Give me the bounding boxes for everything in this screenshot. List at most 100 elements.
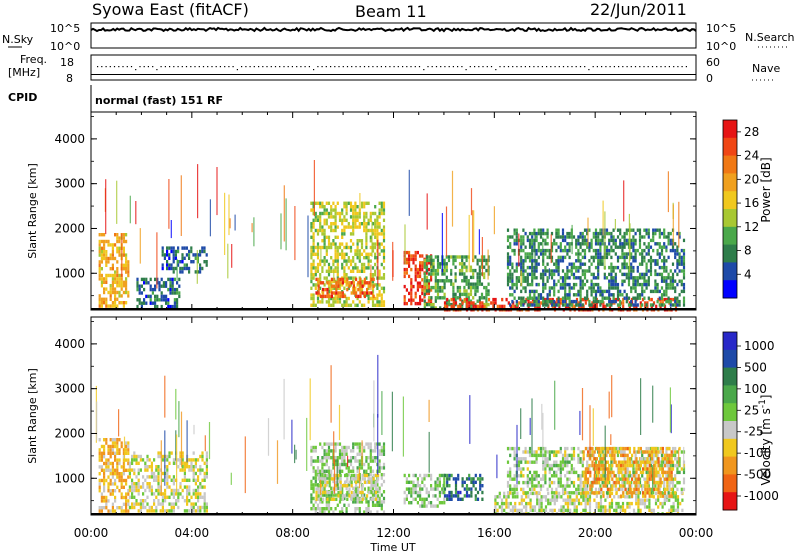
range-time-cell	[526, 265, 529, 270]
range-time-cell	[614, 282, 617, 287]
range-time-cell	[421, 298, 424, 302]
range-time-cell	[478, 258, 481, 263]
range-time-cell	[98, 260, 101, 264]
range-time-cell	[474, 497, 477, 501]
range-time-cell	[601, 460, 604, 464]
range-time-cell	[634, 259, 637, 263]
range-time-cell	[452, 289, 455, 293]
range-time-cell	[347, 245, 350, 250]
range-time-cell	[356, 205, 359, 209]
range-time-cell	[312, 459, 315, 463]
range-time-cell	[515, 242, 518, 246]
range-time-cell	[186, 495, 189, 499]
range-time-cell	[527, 495, 530, 499]
range-time-cell	[524, 457, 527, 461]
range-time-cell	[122, 253, 125, 257]
range-time-cell	[627, 303, 631, 307]
range-time-cell	[341, 291, 344, 295]
range-time-cell	[179, 492, 182, 496]
range-time-cell	[314, 459, 317, 463]
range-time-cell	[483, 255, 486, 259]
range-time-cell	[443, 296, 446, 300]
range-time-cell	[575, 299, 578, 304]
range-time-cell	[160, 304, 163, 309]
range-time-cell	[516, 508, 519, 513]
range-time-cell	[136, 281, 139, 285]
range-time-cell	[201, 478, 204, 482]
range-time-cell	[423, 282, 426, 286]
range-time-cell	[419, 267, 422, 272]
range-time-cell	[374, 442, 377, 446]
range-time-cell	[199, 270, 202, 274]
range-time-cell	[674, 484, 677, 488]
range-time-cell	[376, 283, 379, 287]
range-time-cell	[316, 503, 320, 507]
range-time-cell	[382, 300, 386, 304]
range-time-cell	[643, 228, 646, 232]
range-time-cell	[550, 242, 554, 246]
range-time-cell	[663, 276, 666, 280]
range-time-cell	[321, 473, 324, 477]
range-time-cell	[330, 256, 333, 260]
range-time-cell	[531, 282, 534, 287]
range-time-cell	[312, 208, 315, 212]
range-time-cell	[323, 283, 326, 287]
range-time-cell	[608, 467, 611, 471]
range-time-cell	[148, 509, 151, 513]
range-time-cell	[365, 245, 368, 250]
range-time-cell	[144, 468, 147, 472]
range-time-cell	[378, 290, 381, 294]
range-time-cell	[135, 461, 138, 465]
range-time-cell	[468, 301, 471, 305]
range-time-cell	[522, 299, 525, 304]
range-time-cell	[612, 299, 615, 304]
range-time-cell	[663, 480, 666, 485]
range-time-cell	[423, 289, 426, 293]
range-time-cell	[544, 474, 547, 478]
range-time-cell	[425, 265, 429, 269]
range-time-cell	[125, 263, 128, 267]
range-time-cell	[671, 450, 675, 454]
range-time-cell	[103, 250, 106, 254]
range-time-cell	[354, 211, 357, 216]
range-time-cell	[345, 507, 348, 511]
range-time-cell	[168, 495, 171, 499]
range-time-cell	[323, 242, 326, 246]
range-time-cell	[199, 471, 202, 476]
range-time-cell	[345, 201, 348, 205]
range-time-cell	[103, 461, 106, 466]
range-time-cell	[103, 246, 106, 250]
range-time-cell	[590, 242, 593, 246]
range-time-cell	[586, 238, 589, 243]
range-time-cell	[434, 494, 437, 498]
range-time-cell	[354, 225, 357, 229]
range-time-cell	[316, 252, 320, 256]
range-time-cell	[454, 490, 458, 495]
range-time-cell	[419, 261, 422, 265]
range-time-cell	[338, 211, 342, 216]
range-time-cell	[178, 294, 181, 299]
range-time-cell	[414, 291, 417, 296]
range-time-cell	[531, 301, 535, 305]
range-time-cell	[157, 478, 160, 482]
range-time-cell	[612, 450, 615, 454]
range-time-cell	[177, 495, 180, 499]
range-time-cell	[533, 289, 536, 294]
range-time-cell	[336, 245, 339, 250]
range-time-cell	[319, 494, 322, 498]
range-time-cell	[363, 294, 366, 299]
range-time-cell	[539, 296, 543, 300]
range-time-cell	[334, 462, 337, 467]
range-time-cell	[341, 277, 344, 282]
range-time-cell	[138, 301, 141, 305]
range-time-cell	[445, 279, 448, 283]
range-time-cell	[114, 304, 117, 308]
range-time-cell	[520, 460, 523, 464]
range-time-cell	[367, 201, 370, 205]
range-time-cell	[621, 252, 624, 256]
range-time-cell	[557, 477, 560, 481]
range-time-cell	[151, 287, 154, 292]
range-time-cell	[116, 270, 119, 274]
range-time-cell	[492, 297, 495, 302]
range-time-cell	[111, 290, 114, 295]
